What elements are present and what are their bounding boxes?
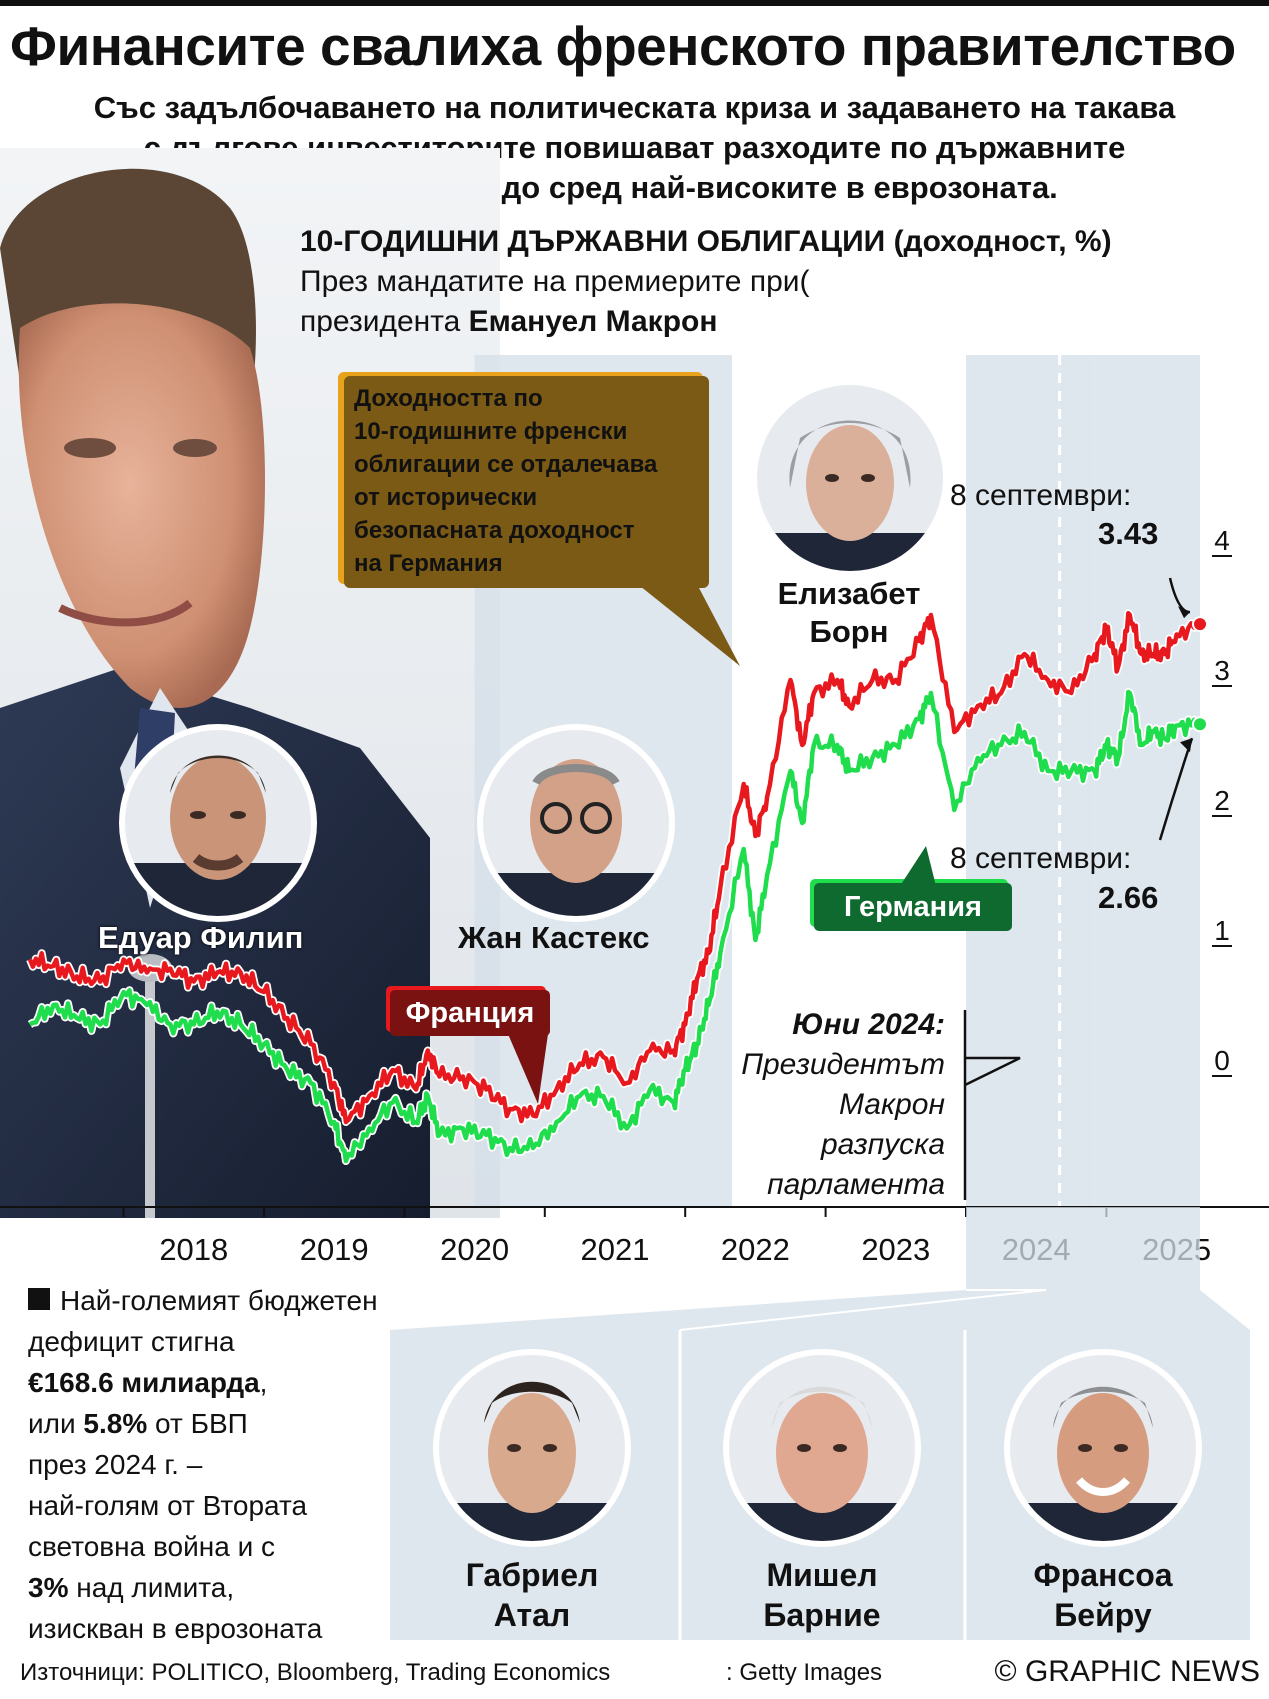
footer-photo-credit: : Getty Images bbox=[726, 1659, 883, 1686]
june-note-line-3: разпуска bbox=[820, 1128, 945, 1161]
callout-line-4: от исторически bbox=[354, 484, 538, 511]
germany-last-value: 2.66 bbox=[1098, 880, 1159, 915]
footer: Източници: POLITICO, Bloomberg, Trading … bbox=[20, 1655, 1260, 1691]
chart-title-bold: 10-ГОДИШНИ ДЪРЖАВНИ ОБЛИГАЦИИ bbox=[300, 225, 886, 258]
series-endpoint-france bbox=[1192, 616, 1208, 633]
label-attal-1: Габриел bbox=[465, 1557, 599, 1593]
germany-arrowhead-icon bbox=[1180, 738, 1192, 753]
france-arrowhead-icon bbox=[1178, 606, 1190, 619]
series-endpoint-germany bbox=[1192, 716, 1208, 733]
callout-line-1: Доходността по bbox=[354, 385, 543, 412]
portrait-borne bbox=[751, 379, 949, 577]
callout-box: Доходността по 10-годишните френски обли… bbox=[344, 376, 709, 588]
y-tick-label-4: 4 bbox=[1214, 525, 1230, 556]
june-bracket bbox=[963, 1010, 1021, 1200]
callout-line-3: облигации се отдалечава bbox=[354, 451, 658, 478]
deficit-line-4-post: от БВП bbox=[147, 1408, 248, 1439]
deficit-line-2: дефицит стигна bbox=[28, 1326, 235, 1357]
top-rule bbox=[0, 0, 1269, 6]
germany-date-label: 8 септември: bbox=[950, 842, 1132, 875]
label-castex: Жан Кастекс bbox=[458, 920, 650, 955]
y-tick-label-2: 2 bbox=[1214, 785, 1230, 816]
label-borne-1: Елизабет bbox=[777, 576, 921, 611]
y-tick-label-0: 0 bbox=[1214, 1045, 1230, 1076]
deficit-line-4-pre: или bbox=[28, 1408, 84, 1439]
deficit-line-9: изискван в еврозоната bbox=[28, 1613, 323, 1644]
x-tick-label-2020: 2020 bbox=[440, 1232, 509, 1267]
page-title: Финансите свалиха френското правителство bbox=[10, 15, 1236, 77]
macron-photo bbox=[0, 148, 500, 1218]
deficit-amount: €168.6 милиарда bbox=[28, 1367, 260, 1398]
period-shade-3 bbox=[966, 355, 1060, 1207]
x-tick-label-2022: 2022 bbox=[721, 1232, 790, 1267]
deficit-line-6: най-голям от Втората bbox=[28, 1490, 308, 1521]
france-tag-pointer bbox=[508, 1034, 548, 1104]
germany-tag-pointer bbox=[900, 846, 936, 886]
deficit-line-1: Най-големият бюджетен bbox=[60, 1285, 378, 1316]
x-tick-label-2018: 2018 bbox=[159, 1232, 228, 1267]
period-shade-4 bbox=[1059, 355, 1095, 1207]
footer-brand: © GRAPHIC NEWS bbox=[994, 1655, 1260, 1688]
callout-line-5: безопасната доходност bbox=[354, 517, 635, 544]
june-note-line-1: Президентът bbox=[741, 1048, 945, 1081]
france-last-value: 3.43 bbox=[1098, 516, 1159, 551]
footer-sources: Източници: POLITICO, Bloomberg, Trading … bbox=[20, 1659, 611, 1686]
callout-pointer bbox=[640, 586, 740, 666]
label-borne-2: Борн bbox=[809, 614, 889, 649]
portrait-barnier bbox=[723, 1349, 921, 1547]
chart-title-unit: (доходност, %) bbox=[885, 225, 1112, 258]
series-label-germany-text: Германия bbox=[844, 891, 982, 923]
france-date-label: 8 септември: bbox=[950, 479, 1132, 512]
callout-line-2: 10-годишните френски bbox=[354, 418, 628, 445]
label-bayrou-2: Бейру bbox=[1054, 1597, 1152, 1633]
deficit-over-limit: 3% bbox=[28, 1572, 69, 1603]
portrait-attal bbox=[433, 1349, 631, 1547]
panel-connector-1 bbox=[679, 1289, 1047, 1331]
label-bayrou-1: Франсоа bbox=[1033, 1557, 1173, 1593]
series-line-france bbox=[27, 610, 1201, 1125]
deficit-line-3-rest: , bbox=[259, 1367, 268, 1398]
label-philippe: Едуар Филип bbox=[98, 920, 304, 955]
y-tick-label-1: 1 bbox=[1214, 915, 1230, 946]
x-tick-label-2023: 2023 bbox=[861, 1232, 930, 1267]
label-attal-2: Атал bbox=[493, 1597, 571, 1633]
series-label-france-text: Франция bbox=[405, 997, 535, 1029]
x-tick-label-2019: 2019 bbox=[300, 1232, 369, 1267]
bullet-square-icon bbox=[28, 1288, 50, 1310]
june-note-line-4: парламента bbox=[767, 1168, 945, 1201]
callout-line-6: на Германия bbox=[354, 550, 503, 577]
deficit-line-8-post: над лимита, bbox=[68, 1572, 235, 1603]
deficit-line-7: световна война и с bbox=[28, 1531, 275, 1562]
portrait-bayrou bbox=[1004, 1349, 1202, 1547]
x-tick-label-2021: 2021 bbox=[581, 1232, 650, 1267]
series-label-france: Франция bbox=[390, 990, 550, 1036]
series-line-germany bbox=[28, 689, 1202, 1164]
president-name: Емануел Макрон bbox=[468, 305, 718, 338]
portrait-philippe bbox=[119, 724, 317, 922]
y-tick-label-3: 3 bbox=[1214, 655, 1230, 686]
deficit-note: Най-големият бюджетен дефицит стигна €16… bbox=[28, 1280, 408, 1649]
label-barnier-1: Мишел bbox=[766, 1557, 878, 1593]
y-axis: 0 1 2 3 4 bbox=[1212, 525, 1232, 1077]
series-label-germany: Германия bbox=[814, 883, 1012, 931]
portrait-castex bbox=[477, 724, 675, 922]
june-2024-note: Юни 2024: Президентът Макрон разпуска па… bbox=[690, 1005, 945, 1205]
june-note-title: Юни 2024: bbox=[792, 1008, 945, 1041]
june-note-line-2: Макрон bbox=[838, 1088, 945, 1121]
chart-subtitle-prefix: президента bbox=[300, 305, 469, 338]
chart-header: 10-ГОДИШНИ ДЪРЖАВНИ ОБЛИГАЦИИ (доходност… bbox=[300, 222, 1112, 342]
deficit-gdp-share: 5.8% bbox=[83, 1408, 148, 1439]
chart-subtitle-line: През мандатите на премиерите при( bbox=[300, 265, 810, 298]
subtitle-line-1: Със задълбочаването на политическата кри… bbox=[93, 90, 1176, 125]
label-barnier-2: Барние bbox=[763, 1597, 881, 1633]
series-lines bbox=[26, 609, 1208, 1165]
period-shade-5 bbox=[1094, 355, 1200, 1207]
deficit-line-5: през 2024 г. – bbox=[28, 1449, 203, 1480]
